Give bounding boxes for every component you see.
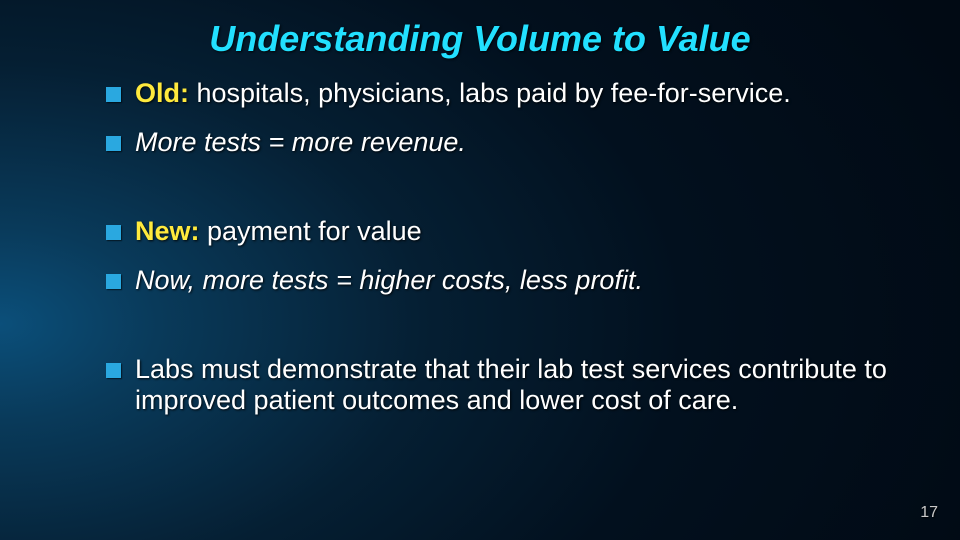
- bullet-row: Old: hospitals, physicians, labs paid by…: [106, 78, 940, 109]
- bullet-rest: payment for value: [200, 216, 422, 246]
- bullet-text: Now, more tests = higher costs, less pro…: [135, 265, 643, 296]
- bullet-keyword: Old:: [135, 78, 189, 108]
- bullet-text: New: payment for value: [135, 216, 422, 247]
- square-bullet-icon: [106, 87, 121, 102]
- bullet-text: More tests = more revenue.: [135, 127, 466, 158]
- square-bullet-icon: [106, 225, 121, 240]
- slide: Understanding Volume to Value Old: hospi…: [0, 0, 960, 540]
- bullet-rest: Labs must demonstrate that their lab tes…: [135, 354, 887, 415]
- bullet-row: New: payment for value: [106, 216, 940, 247]
- page-number: 17: [920, 504, 938, 522]
- square-bullet-icon: [106, 136, 121, 151]
- bullet-text: Old: hospitals, physicians, labs paid by…: [135, 78, 791, 109]
- bullet-row: Now, more tests = higher costs, less pro…: [106, 265, 940, 296]
- bullet-rest: hospitals, physicians, labs paid by fee-…: [189, 78, 791, 108]
- square-bullet-icon: [106, 363, 121, 378]
- bullet-text: Labs must demonstrate that their lab tes…: [135, 354, 925, 416]
- bullet-row: Labs must demonstrate that their lab tes…: [106, 354, 940, 416]
- slide-body: Old: hospitals, physicians, labs paid by…: [106, 78, 940, 416]
- slide-title: Understanding Volume to Value: [0, 18, 960, 60]
- bullet-rest: More tests = more revenue.: [135, 127, 466, 157]
- bullet-row: More tests = more revenue.: [106, 127, 940, 158]
- square-bullet-icon: [106, 274, 121, 289]
- bullet-keyword: New:: [135, 216, 200, 246]
- bullet-rest: Now, more tests = higher costs, less pro…: [135, 265, 643, 295]
